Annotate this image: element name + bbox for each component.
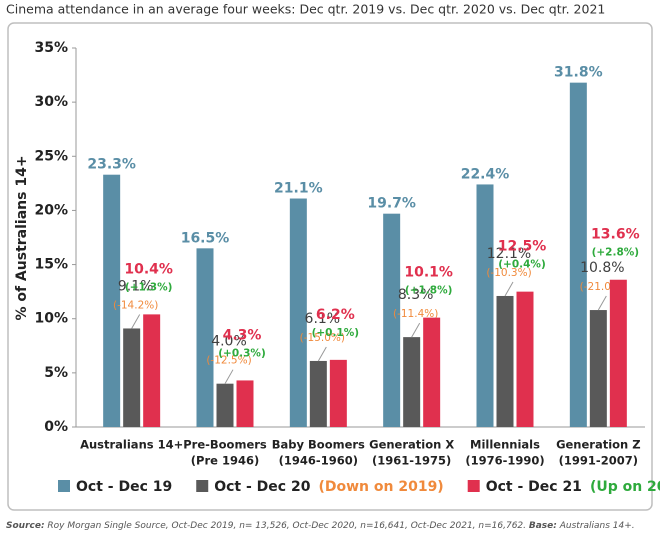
leader-line <box>597 295 607 311</box>
x-tick-label: Australians 14+ <box>80 438 183 452</box>
value-label: 10.8% <box>580 260 624 276</box>
value-label: 12.5% <box>498 239 547 255</box>
x-tick-label: Pre-Boomers <box>183 438 267 452</box>
x-tick-label: (1991-2007) <box>559 454 638 468</box>
x-tick-label: Generation X <box>369 438 454 452</box>
x-tick-label: (1961-1975) <box>372 454 451 468</box>
bar <box>143 314 161 427</box>
legend-swatch <box>58 480 70 492</box>
leader-line <box>317 346 327 362</box>
leader-line <box>411 322 421 338</box>
y-axis-label: % of Australians 14+ <box>14 155 30 320</box>
x-tick-label: Millennials <box>470 438 540 452</box>
change-label: (+0.4%) <box>498 259 546 271</box>
source-label: Source: <box>6 521 45 531</box>
bar <box>383 213 401 427</box>
bar <box>216 383 234 427</box>
value-label: 4.0% <box>211 334 247 350</box>
bar <box>496 295 514 427</box>
y-tick-label: 25% <box>34 148 68 164</box>
y-tick-label: 15% <box>34 257 68 273</box>
value-label: 10.4% <box>124 261 173 277</box>
bar <box>123 328 141 427</box>
y-tick-label: 0% <box>44 419 68 435</box>
value-label: 4.3% <box>223 327 262 343</box>
y-tick-label: 30% <box>34 94 68 110</box>
value-label: 16.5% <box>181 230 230 246</box>
leader-line <box>131 314 141 329</box>
bar <box>476 184 494 427</box>
x-tick-label: Generation Z <box>556 438 641 452</box>
value-label: 8.3% <box>398 287 434 303</box>
value-label: 12.1% <box>487 246 531 262</box>
base-label: Base: <box>529 521 557 531</box>
legend-note: (Down on 2019) <box>318 479 443 495</box>
legend-note: (Up on 2020) <box>590 479 660 495</box>
value-label: 21.1% <box>274 181 323 197</box>
value-label: 6.1% <box>305 311 341 327</box>
source-text: Roy Morgan Single Source, Oct-Dec 2019, … <box>45 521 529 531</box>
footnote: Source: Roy Morgan Single Source, Oct-De… <box>6 521 635 531</box>
x-tick-label: (1976-1990) <box>465 454 544 468</box>
bar <box>309 360 327 427</box>
leader-line <box>504 281 514 297</box>
value-label: 22.4% <box>461 166 510 182</box>
change-label: (-14.2%) <box>113 299 158 311</box>
change-label: (-12.5%) <box>206 355 251 367</box>
value-label: 31.8% <box>554 65 603 81</box>
x-tick-label: (1946-1960) <box>279 454 358 468</box>
y-tick-label: 5% <box>44 365 68 381</box>
bar <box>569 82 587 427</box>
bar <box>289 198 307 427</box>
y-tick-label: 35% <box>34 40 68 56</box>
bar <box>196 248 214 427</box>
chart-frame <box>7 22 653 511</box>
change-label: (+2.8%) <box>592 247 640 259</box>
legend-swatch <box>196 480 209 492</box>
legend-label: Oct - Dec 19 <box>76 479 172 495</box>
value-label: 9.1% <box>118 278 154 294</box>
legend-label: Oct - Dec 21 <box>486 479 582 495</box>
legend-label: Oct - Dec 20 <box>214 479 310 495</box>
bar <box>329 359 347 427</box>
y-tick-label: 20% <box>34 202 68 218</box>
value-label: 13.6% <box>591 227 640 243</box>
leader-line <box>224 369 234 384</box>
change-label: (-15.0%) <box>300 332 345 344</box>
bar <box>589 310 607 427</box>
base-text: Australians 14+. <box>557 521 635 531</box>
value-label: 6.2% <box>316 307 355 323</box>
chart-title: Cinema attendance in an average four wee… <box>6 2 605 17</box>
bar <box>423 317 441 427</box>
x-tick-label: Baby Boomers <box>272 438 365 452</box>
value-label: 10.1% <box>404 265 453 281</box>
x-tick-label: (Pre 1946) <box>191 454 259 468</box>
legend-swatch <box>467 480 480 492</box>
change-label: (+1.8%) <box>405 285 453 297</box>
change-label: (+0.1%) <box>312 327 360 339</box>
y-tick-label: 10% <box>34 311 68 327</box>
bar <box>403 337 421 427</box>
change-label: (-11.4%) <box>393 308 438 320</box>
change-label: (+1.3%) <box>125 281 173 293</box>
value-label: 23.3% <box>87 157 136 173</box>
bar <box>609 279 627 427</box>
value-label: 19.7% <box>367 196 416 212</box>
bar <box>236 380 254 427</box>
bar <box>103 174 121 427</box>
change-label: (-10.3%) <box>486 267 531 279</box>
bar <box>516 291 534 427</box>
change-label: (+0.3%) <box>218 347 266 359</box>
